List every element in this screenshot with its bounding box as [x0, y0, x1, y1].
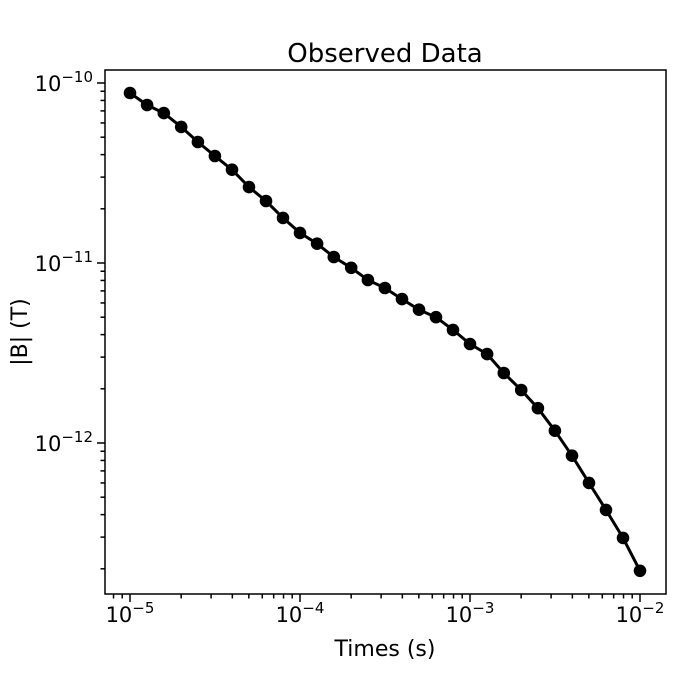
data-point [497, 366, 511, 380]
data-point [327, 250, 341, 264]
data-series [123, 86, 647, 578]
data-point [225, 163, 239, 176]
plot-area [104, 69, 667, 595]
data-point [174, 120, 188, 134]
data-point [361, 273, 375, 287]
x-tick-label: 10−2 [616, 599, 665, 627]
x-axis-label: Times (s) [334, 637, 436, 662]
data-point [259, 194, 273, 208]
data-point [463, 337, 477, 351]
data-point [633, 564, 647, 578]
data-point [344, 261, 358, 275]
chart-title: Observed Data [287, 39, 482, 69]
data-point [191, 135, 205, 149]
data-point [548, 424, 562, 438]
data-point [446, 323, 460, 337]
data-point [514, 383, 528, 397]
y-tick-label: 10−12 [35, 428, 93, 456]
data-point [565, 449, 579, 463]
y-tick-label: 10−10 [35, 68, 93, 96]
data-point [480, 347, 494, 361]
data-point [616, 531, 630, 545]
data-point [208, 149, 222, 163]
y-axis-ticks: 10−10 10−11 10−12 [35, 68, 105, 570]
data-point [599, 503, 613, 517]
y-axis-label: |B| (T) [8, 298, 33, 366]
data-point [276, 211, 290, 225]
data-point [293, 226, 307, 240]
x-tick-label: 10−3 [446, 599, 495, 627]
data-point [157, 106, 171, 120]
data-point [429, 310, 443, 324]
data-point [140, 98, 154, 112]
data-point [531, 401, 545, 415]
data-point [378, 281, 392, 295]
data-point [582, 476, 596, 490]
data-point [310, 237, 324, 250]
data-point [412, 303, 426, 317]
data-point [123, 86, 137, 100]
data-point [242, 180, 256, 194]
y-tick-label: 10−11 [35, 248, 93, 276]
x-tick-label: 10−4 [276, 599, 325, 627]
data-point [395, 292, 409, 306]
x-tick-label: 10−5 [106, 599, 155, 627]
x-axis-ticks: 10−5 10−4 10−3 10−2 [106, 594, 665, 627]
